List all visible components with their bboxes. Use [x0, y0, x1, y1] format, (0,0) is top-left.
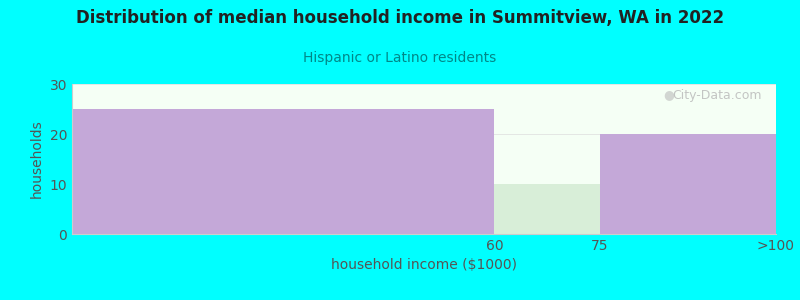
- Bar: [72, 109, 494, 234]
- Text: Hispanic or Latino residents: Hispanic or Latino residents: [303, 51, 497, 65]
- Text: Distribution of median household income in Summitview, WA in 2022: Distribution of median household income …: [76, 9, 724, 27]
- Text: City-Data.com: City-Data.com: [673, 88, 762, 101]
- X-axis label: household income ($1000): household income ($1000): [331, 258, 517, 272]
- Bar: [600, 134, 776, 234]
- Text: ●: ●: [663, 88, 674, 101]
- Bar: [494, 184, 600, 234]
- Y-axis label: households: households: [30, 120, 44, 198]
